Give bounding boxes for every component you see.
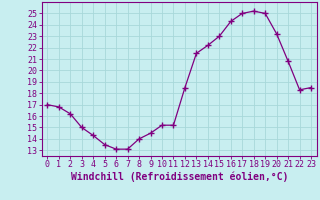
X-axis label: Windchill (Refroidissement éolien,°C): Windchill (Refroidissement éolien,°C) xyxy=(70,172,288,182)
